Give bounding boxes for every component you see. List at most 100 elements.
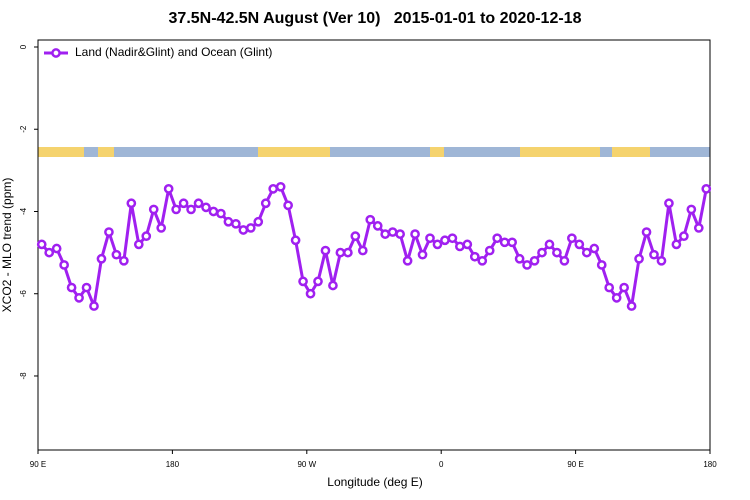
point: [484, 245, 495, 256]
point: [477, 255, 488, 266]
point: [350, 231, 361, 242]
x-tick-label: 180: [166, 460, 180, 469]
point: [305, 288, 316, 299]
point: [343, 247, 353, 258]
point: [469, 251, 480, 262]
point: [66, 282, 77, 293]
point: [74, 292, 84, 303]
x-tick-label: 90 E: [567, 460, 583, 469]
point: [126, 198, 137, 209]
point: [104, 227, 114, 237]
point: [693, 223, 704, 233]
point: [268, 184, 279, 194]
point: [133, 239, 144, 250]
point: [634, 253, 644, 264]
point: [679, 231, 689, 242]
y-tick-label: -6: [19, 290, 28, 298]
point: [156, 223, 167, 233]
point: [552, 247, 562, 258]
point: [686, 204, 697, 215]
legend-label: Land (Nadir&Glint) and Ocean (Glint): [75, 45, 272, 59]
point: [171, 204, 181, 215]
point: [111, 249, 122, 260]
point: [186, 204, 196, 215]
point: [201, 202, 211, 213]
legend-marker: [51, 48, 61, 58]
point: [671, 239, 682, 250]
y-tick-label: 0: [19, 44, 28, 49]
point: [193, 198, 204, 209]
point: [328, 280, 338, 291]
point: [507, 237, 517, 248]
point: [96, 253, 107, 264]
point: [380, 229, 391, 239]
point: [522, 260, 532, 270]
point: [514, 253, 525, 264]
point: [208, 206, 219, 217]
y-tick-label: -4: [19, 207, 28, 215]
point: [499, 237, 510, 248]
point: [589, 243, 600, 254]
chart-title: 37.5N-42.5N August (Ver 10) 2015-01-01 t…: [169, 10, 582, 27]
x-tick-label: 90 E: [30, 460, 46, 469]
point: [410, 229, 420, 239]
point: [402, 255, 413, 266]
point: [544, 239, 555, 250]
point: [649, 249, 659, 260]
point: [148, 204, 159, 215]
point: [275, 181, 286, 192]
point: [313, 276, 323, 287]
point: [567, 233, 577, 244]
point: [163, 184, 174, 194]
point: [455, 241, 465, 252]
point: [365, 214, 376, 225]
y-tick-label: -2: [19, 125, 28, 133]
point: [664, 198, 674, 209]
point: [432, 239, 443, 250]
point: [298, 276, 308, 287]
point: [223, 216, 234, 227]
point: [216, 208, 226, 219]
point: [320, 245, 331, 256]
point: [425, 233, 435, 244]
point: [559, 255, 570, 266]
point: [581, 247, 592, 258]
point: [178, 198, 189, 209]
point: [626, 301, 637, 311]
point: [89, 301, 99, 311]
point: [51, 243, 62, 254]
point: [335, 247, 346, 258]
point: [574, 239, 585, 250]
x-axis-label: Longitude (deg E): [327, 475, 422, 489]
point: [260, 198, 271, 209]
point: [231, 218, 241, 229]
point: [395, 229, 405, 239]
point: [537, 247, 547, 258]
point: [619, 282, 629, 293]
point: [372, 221, 383, 231]
point: [36, 239, 47, 250]
point: [656, 255, 667, 266]
point: [641, 227, 652, 237]
point: [417, 249, 428, 260]
point: [440, 235, 450, 246]
x-tick-label: 180: [703, 460, 717, 469]
point: [141, 231, 152, 242]
point: [701, 184, 712, 194]
point: [596, 260, 607, 270]
x-tick-label: 90 W: [297, 460, 316, 469]
point: [283, 200, 293, 211]
x-tick-label: 0: [439, 460, 444, 469]
map-strip: [38, 147, 710, 157]
point: [119, 255, 129, 266]
point: [447, 233, 458, 244]
point: [238, 225, 249, 235]
y-tick-label: -8: [19, 372, 28, 380]
point: [387, 227, 398, 237]
point: [290, 235, 301, 246]
point: [59, 260, 69, 270]
point: [611, 292, 622, 303]
point: [529, 255, 540, 266]
point: [44, 247, 55, 258]
